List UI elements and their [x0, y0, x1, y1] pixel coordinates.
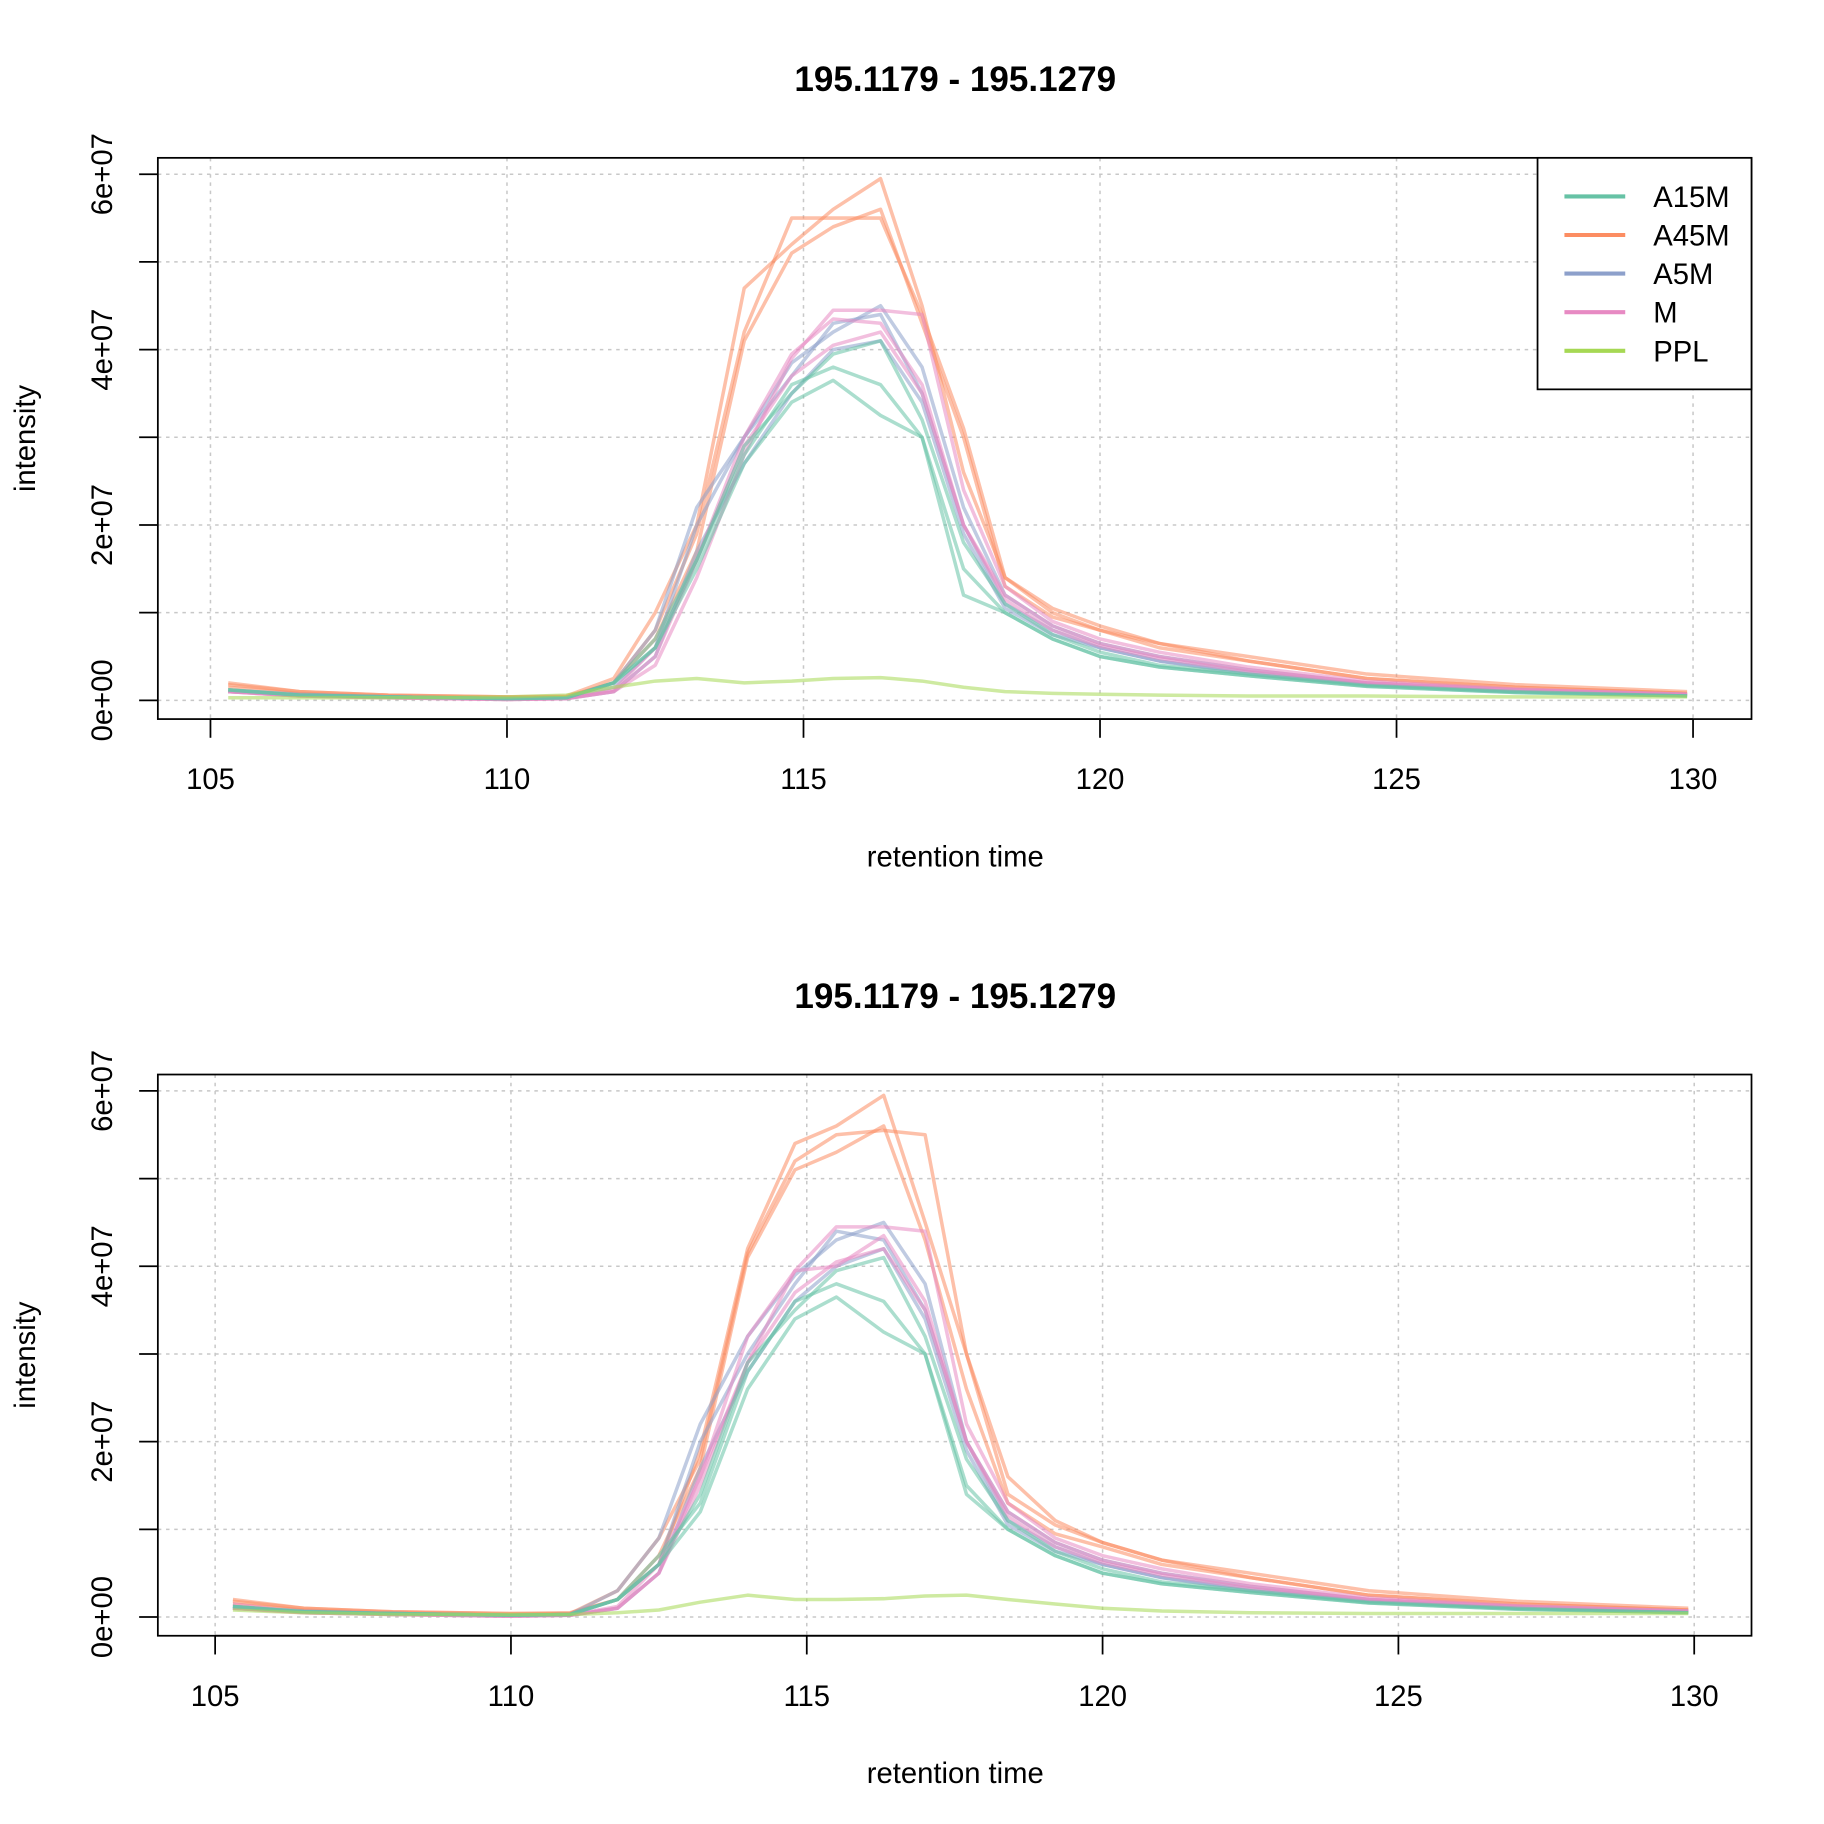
x-tick-label: 130: [1670, 1681, 1719, 1713]
legend-label: A15M: [1653, 182, 1729, 214]
y-tick-label: 4e+07: [87, 1225, 119, 1307]
x-tick-label: 115: [783, 1681, 830, 1713]
chart-panel-2: 105 110 115 120 125 130 0e+00 2e+07 4e+07 6e+07 19…: [10, 977, 1753, 1790]
x-tick-label: 115: [780, 764, 827, 796]
chart-title: 195.1179 - 195.1279: [794, 60, 1116, 99]
legend-label: A45M: [1653, 221, 1729, 253]
y-axis-label: intensity: [10, 1301, 42, 1409]
x-axis-label: retention time: [867, 841, 1044, 873]
y-tick-label: 2e+07: [87, 1401, 119, 1483]
y-tick-label: 0e+00: [87, 659, 119, 741]
series-line-ppl: [232, 1593, 1689, 1617]
chart-title: 195.1179 - 195.1279: [794, 977, 1116, 1016]
series-line-a15m: [232, 1255, 1689, 1618]
chart-panel-1: 105 110 115 120 125 130 0e+00 2e+07 4e+07 6e+07 19…: [10, 60, 1753, 873]
series-line-a5m: [232, 1246, 1689, 1618]
x-tick-label: 120: [1078, 1681, 1127, 1713]
legend-label: A5M: [1653, 259, 1713, 291]
y-tick-label: 6e+07: [87, 133, 119, 215]
y-tick-label: 2e+07: [87, 484, 119, 566]
legend-label: M: [1653, 298, 1677, 330]
x-tick-label: 125: [1372, 764, 1421, 796]
series-line-a15m: [228, 378, 1688, 701]
x-tick-label: 110: [488, 1681, 535, 1713]
x-tick-label: 125: [1374, 1681, 1423, 1713]
series-line-a15m: [232, 1295, 1689, 1618]
x-axis-label: retention time: [867, 1758, 1044, 1790]
y-tick-label: 0e+00: [87, 1576, 119, 1658]
x-tick-label: 130: [1669, 764, 1718, 796]
y-axis-label: intensity: [10, 384, 42, 492]
series-line-a15m: [228, 339, 1688, 701]
x-tick-label: 110: [484, 764, 531, 796]
y-tick-label: 4e+07: [87, 309, 119, 391]
x-tick-label: 120: [1076, 764, 1125, 796]
series-line-a45m: [232, 1124, 1689, 1617]
y-tick-label: 6e+07: [87, 1050, 119, 1132]
series-line-ppl: [228, 675, 1688, 700]
x-tick-label: 105: [191, 1681, 240, 1713]
legend: A15M A45M A5M M PPL: [1536, 156, 1753, 391]
legend-label: PPL: [1653, 336, 1708, 368]
plot-frame: [156, 1073, 1753, 1637]
x-tick-label: 105: [186, 764, 235, 796]
